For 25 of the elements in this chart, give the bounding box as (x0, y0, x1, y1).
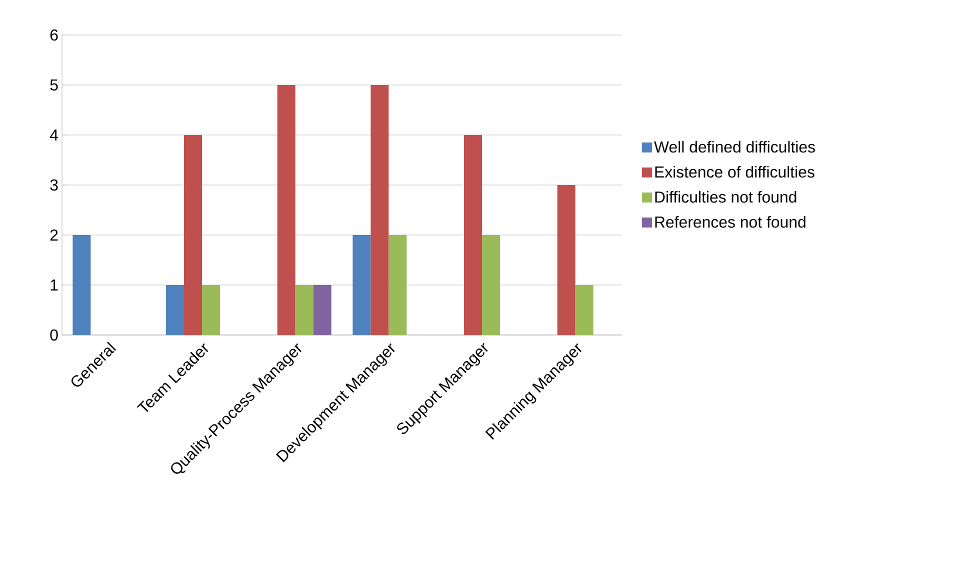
y-tick-label: 6 (50, 29, 58, 41)
bar (277, 85, 296, 335)
y-tick-label: 1 (50, 280, 58, 290)
bar (464, 135, 482, 335)
bar (352, 235, 371, 335)
y-tick-label: 3 (50, 179, 58, 191)
bar (575, 285, 594, 335)
legend-label: References not found (655, 216, 806, 228)
bar (388, 235, 407, 335)
legend-label: Existence of difficulties (655, 166, 814, 178)
bar (295, 285, 314, 335)
bar (370, 85, 389, 335)
y-tick-label: 4 (50, 130, 58, 140)
legend-label: Difficulties not found (655, 190, 796, 203)
y-tick-label: 0 (50, 329, 58, 341)
bar (166, 285, 184, 335)
bar (482, 235, 500, 335)
bar (557, 185, 576, 335)
legend-label: Well defined difficulties (654, 140, 815, 153)
bar (313, 285, 332, 335)
y-tick-label: 2 (50, 229, 58, 241)
bar (72, 235, 91, 335)
bar (184, 135, 202, 335)
y-tick-label: 5 (50, 79, 58, 91)
bar (202, 285, 220, 335)
